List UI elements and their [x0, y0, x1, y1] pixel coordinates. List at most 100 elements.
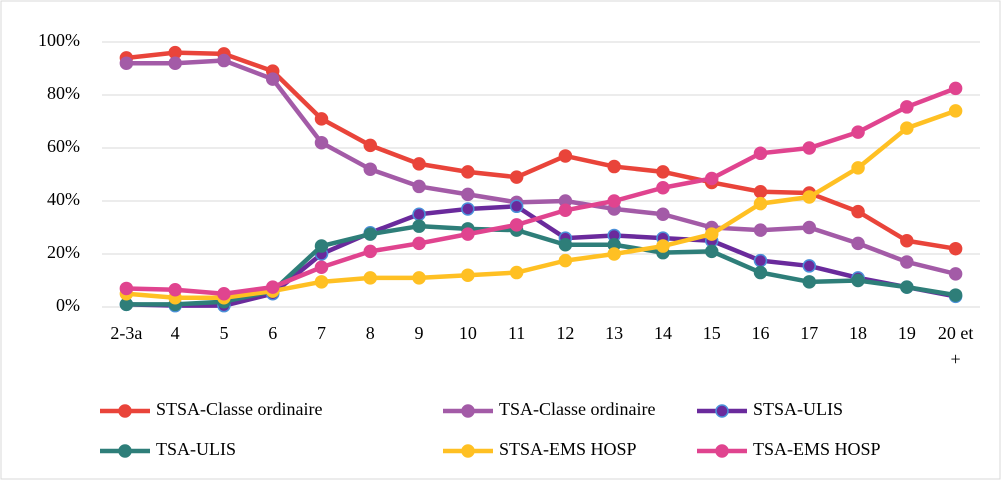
series-line — [126, 108, 957, 300]
x-tick-label: 7 — [317, 323, 326, 343]
point — [509, 265, 524, 280]
legend-marker — [118, 404, 132, 418]
point — [802, 259, 817, 273]
point — [900, 100, 914, 114]
point — [607, 194, 621, 208]
point — [851, 125, 865, 139]
x-tick-label: 8 — [365, 323, 375, 343]
x-tick-label: 9 — [414, 323, 424, 343]
point — [363, 227, 378, 241]
point — [412, 157, 426, 171]
point — [558, 237, 573, 252]
point — [363, 138, 378, 153]
point — [948, 104, 963, 118]
point — [900, 255, 914, 269]
x-tick-label: 20 et + — [937, 323, 974, 369]
point — [656, 207, 670, 221]
point — [412, 219, 426, 233]
point — [558, 149, 573, 163]
y-tick-label: 40% — [47, 189, 80, 209]
point — [753, 146, 768, 161]
point — [802, 141, 817, 155]
point — [314, 239, 329, 253]
y-tick-label: 80% — [47, 83, 80, 103]
point — [656, 239, 670, 253]
point — [412, 236, 426, 251]
point — [461, 202, 475, 216]
legend-label: TSA-ULIS — [156, 439, 236, 459]
point — [412, 179, 426, 194]
point — [753, 184, 768, 199]
point — [119, 56, 134, 70]
point — [363, 271, 378, 285]
point — [265, 280, 280, 294]
point — [656, 165, 670, 179]
point — [900, 280, 914, 294]
legend-label: STSA-Classe ordinaire — [156, 399, 322, 419]
point — [363, 162, 378, 176]
point — [558, 253, 573, 268]
point — [461, 227, 475, 241]
legend-marker — [461, 444, 475, 458]
point — [851, 273, 865, 288]
legend-label: TSA-EMS HOSP — [753, 439, 881, 459]
point — [900, 234, 914, 248]
x-tick-label: 17 — [800, 323, 819, 343]
point — [753, 265, 768, 280]
point — [217, 287, 231, 301]
point — [802, 220, 817, 235]
point — [656, 181, 670, 195]
point — [753, 196, 768, 211]
x-tick-label: 10 — [458, 323, 477, 343]
x-tick-label: 12 — [556, 323, 575, 343]
x-tick-label: 5 — [219, 323, 229, 343]
point — [753, 253, 768, 268]
point — [461, 187, 475, 202]
x-tick-label: 6 — [268, 323, 278, 343]
series-line — [126, 50, 956, 251]
point — [851, 236, 865, 251]
x-tick-label: 4 — [170, 323, 180, 343]
point — [509, 170, 524, 184]
series-line — [126, 58, 957, 277]
point — [168, 56, 182, 70]
x-tick-label: 11 — [507, 323, 526, 343]
point — [265, 72, 280, 86]
point — [607, 159, 621, 174]
point — [412, 207, 426, 221]
legend-label: STSA-EMS HOSP — [499, 439, 637, 459]
point — [851, 204, 865, 219]
x-tick-label: 16 — [751, 323, 770, 343]
point — [753, 223, 768, 237]
point — [900, 121, 914, 135]
point — [509, 199, 524, 214]
point — [704, 244, 719, 259]
legend-label: TSA-Classe ordinaire — [499, 399, 655, 419]
x-tick-label: 15 — [702, 323, 721, 343]
y-tick-label: 100% — [38, 30, 80, 50]
point — [461, 165, 475, 179]
point — [363, 244, 378, 259]
legend-label: STSA-ULIS — [753, 399, 843, 419]
series-line — [126, 86, 957, 296]
legend-marker — [118, 444, 132, 458]
point — [119, 281, 134, 296]
legend-marker — [715, 404, 729, 418]
y-tick-label: 20% — [47, 242, 80, 262]
x-tick-label: 13 — [605, 323, 624, 343]
point — [314, 135, 329, 150]
point — [948, 241, 963, 256]
legend-marker — [715, 444, 729, 458]
point — [948, 81, 963, 96]
x-tick-label: 14 — [653, 323, 672, 343]
point — [558, 203, 573, 218]
point — [704, 171, 719, 186]
point — [607, 247, 621, 261]
point — [948, 267, 963, 281]
x-tick-label: 19 — [897, 323, 916, 343]
point — [948, 288, 963, 302]
point — [314, 260, 329, 274]
